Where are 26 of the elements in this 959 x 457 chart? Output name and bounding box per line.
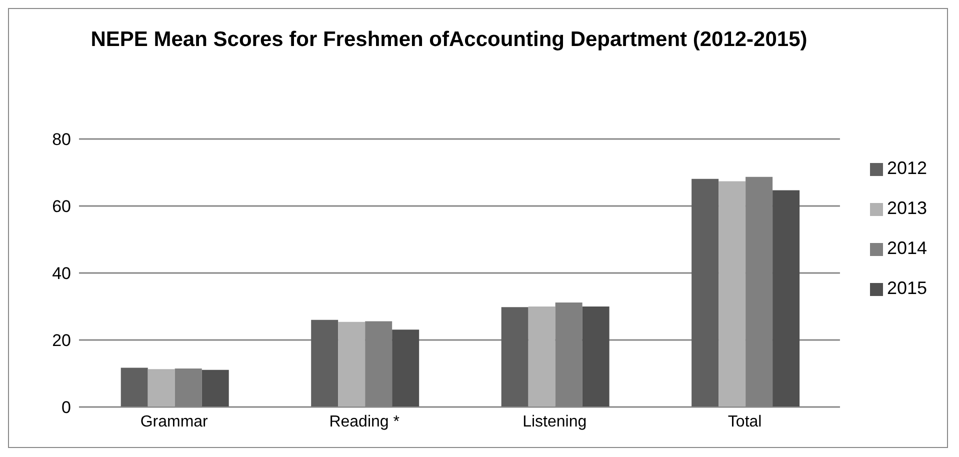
legend-label: 2015 <box>886 278 927 298</box>
y-tick-label: 40 <box>52 264 71 284</box>
y-tick-label: 20 <box>52 331 71 350</box>
legend-label: 2013 <box>886 198 927 218</box>
y-tick-label: 60 <box>52 197 71 216</box>
y-tick-label: 0 <box>62 398 71 418</box>
bar <box>338 322 366 407</box>
bar <box>501 307 528 407</box>
y-tick-label: 80 <box>52 130 71 150</box>
bar <box>202 370 229 407</box>
x-tick-label: Reading * <box>329 413 400 430</box>
bar <box>582 306 610 407</box>
bar <box>718 181 746 407</box>
bar <box>392 330 420 407</box>
bar <box>148 369 175 407</box>
x-tick-label: Total <box>728 413 762 430</box>
legend-label: 2012 <box>886 158 927 178</box>
legend-label: 2014 <box>886 238 927 258</box>
bar <box>692 178 719 407</box>
chart-title: NEPE Mean Scores for Freshmen ofAccounting Department (2012-2015) <box>90 27 808 53</box>
x-tick-label: Grammar <box>140 413 209 430</box>
bar <box>528 306 556 407</box>
bar <box>120 368 148 407</box>
x-tick-label: Listening <box>522 413 587 430</box>
bar <box>311 320 338 407</box>
bar <box>772 190 800 407</box>
